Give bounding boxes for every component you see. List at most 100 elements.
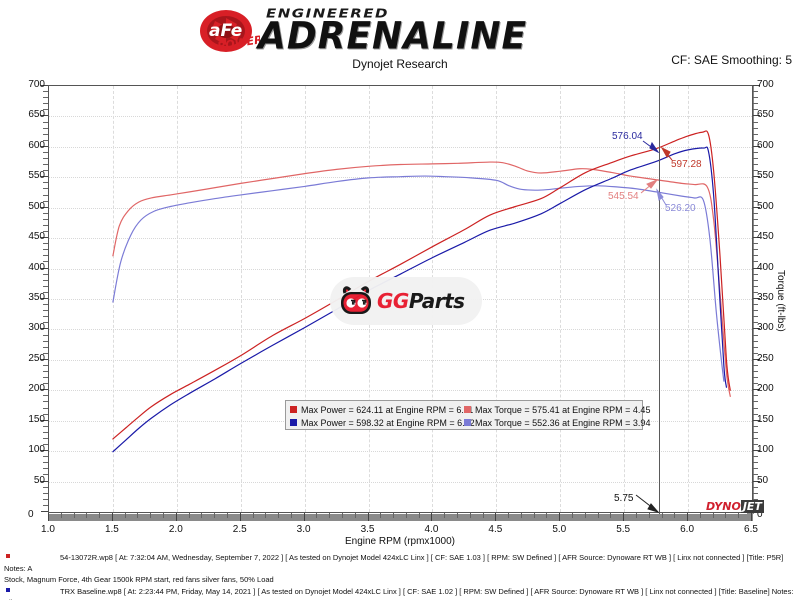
y-tick-right bbox=[753, 298, 760, 299]
cursor-line[interactable] bbox=[659, 86, 660, 514]
y-tick-left bbox=[41, 419, 48, 421]
y-tick-minor-left bbox=[43, 91, 48, 93]
y-tick-minor-right bbox=[753, 109, 758, 111]
y-tick-minor-left bbox=[43, 486, 48, 488]
y-tick-minor-left bbox=[43, 182, 48, 184]
x-tick bbox=[431, 513, 433, 521]
x-tick-minor bbox=[661, 513, 663, 518]
y-tick-minor-left bbox=[43, 468, 48, 470]
x-tick-minor bbox=[393, 513, 395, 518]
y-tick-minor-left bbox=[43, 243, 48, 245]
y-tick-label-right: 200 bbox=[757, 383, 774, 395]
footnote-bullet-blue bbox=[6, 588, 10, 592]
x-tick-minor bbox=[60, 513, 62, 518]
y-tick-minor-left bbox=[43, 200, 48, 202]
y-tick-minor-right bbox=[753, 444, 758, 446]
x-tick-minor bbox=[508, 513, 510, 518]
cf-smoothing-label: CF: SAE Smoothing: 5 bbox=[671, 53, 792, 67]
gridline-horizontal bbox=[49, 390, 752, 392]
y-tick-minor-right bbox=[753, 200, 758, 202]
y-tick-minor-left bbox=[43, 413, 48, 415]
x-tick-minor bbox=[699, 513, 701, 518]
footnote-line: TRX Baseline.wp8 [ At: 2:23:44 PM, Frida… bbox=[4, 586, 800, 600]
legend-item-red-torque[interactable]: Max Torque = 575.41 at Engine RPM = 4.45 bbox=[464, 405, 650, 415]
legend-item-red-power[interactable]: Max Power = 624.11 at Engine RPM = 6.11 bbox=[290, 405, 473, 415]
y-tick-right bbox=[753, 328, 760, 330]
y-tick-right bbox=[753, 267, 760, 269]
y-tick-minor-left bbox=[43, 371, 48, 373]
y-tick-minor-left bbox=[43, 462, 48, 464]
y-tick-minor-right bbox=[753, 383, 758, 385]
y-tick-right bbox=[753, 450, 760, 452]
y-tick-minor-left bbox=[43, 285, 48, 287]
y-tick-minor-right bbox=[753, 316, 758, 318]
y-tick-left bbox=[41, 145, 48, 147]
gridline-horizontal bbox=[49, 177, 752, 179]
y-tick-minor-right bbox=[753, 151, 758, 153]
ggparts-mascot-icon bbox=[341, 286, 371, 314]
y-tick-minor-right bbox=[753, 261, 758, 263]
legend-item-blue-power[interactable]: Max Power = 598.32 at Engine RPM = 6.12 bbox=[290, 418, 475, 428]
y-tick-minor-right bbox=[753, 304, 758, 306]
y-tick-minor-left bbox=[43, 231, 48, 233]
y-tick-minor-left bbox=[43, 431, 48, 433]
y-tick-minor-right bbox=[753, 243, 758, 245]
y-tick-minor-right bbox=[753, 310, 758, 312]
y-tick-label-left: 250 bbox=[28, 352, 45, 364]
y-tick-minor-left bbox=[43, 401, 48, 403]
x-tick-minor bbox=[354, 513, 356, 518]
y-tick-minor-left bbox=[43, 224, 48, 226]
x-tick-minor bbox=[137, 513, 139, 518]
y-tick-right bbox=[753, 115, 760, 117]
y-tick-right bbox=[753, 358, 760, 360]
y-tick-minor-left bbox=[43, 340, 48, 342]
legend-item-blue-torque[interactable]: Max Torque = 552.36 at Engine RPM = 3.94 bbox=[464, 418, 650, 428]
footnote-details: [ At: 2:23:44 PM, Friday, May 14, 2021 ]… bbox=[4, 587, 794, 600]
x-tick-minor bbox=[278, 513, 280, 518]
legend-row: Max Power = 624.11 at Engine RPM = 6.11 … bbox=[290, 403, 650, 416]
x-tick-minor bbox=[546, 513, 548, 518]
x-tick-label: 5.5 bbox=[616, 524, 631, 535]
y-tick-minor-right bbox=[753, 474, 758, 476]
y-tick-minor-right bbox=[753, 133, 758, 135]
x-tick bbox=[48, 513, 49, 521]
y-tick-left bbox=[41, 298, 48, 299]
y-tick-minor-right bbox=[753, 127, 758, 129]
x-tick-minor bbox=[214, 513, 216, 518]
engineered-text: ENGINEERED bbox=[266, 5, 389, 21]
legend-label-red-power: Max Power = 624.11 at Engine RPM = 6.11 bbox=[301, 404, 474, 415]
footnote-entry: 54-13072R.wp8 [ At: 7:32:04 AM, Wednesda… bbox=[0, 552, 800, 585]
x-tick-label: 1.0 bbox=[41, 524, 55, 535]
y-tick-left bbox=[41, 511, 48, 512]
y-tick-minor-right bbox=[753, 468, 758, 470]
callout-red-torque: 545.54 bbox=[608, 191, 639, 202]
x-tick-minor bbox=[648, 513, 650, 518]
gridline-horizontal bbox=[49, 481, 752, 483]
y-tick-right bbox=[753, 389, 760, 391]
y-tick-minor-left bbox=[43, 273, 48, 275]
y-tick-minor-right bbox=[753, 456, 758, 458]
x-tick-minor bbox=[150, 513, 152, 518]
x-tick-label: 6.5 bbox=[744, 524, 758, 535]
y-tick-minor-right bbox=[753, 407, 758, 409]
callout-blue-torque: 526.20 bbox=[665, 203, 696, 214]
x-tick-minor bbox=[316, 513, 318, 518]
x-tick-minor bbox=[188, 513, 190, 518]
dynojet-jet-text: JET bbox=[740, 500, 764, 513]
x-tick bbox=[239, 513, 241, 521]
y-tick-minor-right bbox=[753, 285, 758, 287]
gridline-horizontal bbox=[49, 116, 752, 118]
y-tick-minor-left bbox=[43, 334, 48, 336]
dyno-curves bbox=[112, 130, 731, 453]
y-tick-label-right: 550 bbox=[757, 170, 774, 182]
x-axis-label: Engine RPM (rpmx1000) bbox=[344, 536, 456, 547]
y-tick-left bbox=[41, 267, 48, 269]
y-tick-minor-right bbox=[753, 340, 758, 342]
x-tick-minor bbox=[469, 513, 471, 518]
y-tick-minor-left bbox=[43, 346, 48, 348]
x-tick-minor bbox=[533, 513, 535, 518]
x-tick-label: 6.0 bbox=[680, 524, 695, 535]
y-tick-minor-right bbox=[753, 291, 758, 293]
y-tick-minor-left bbox=[43, 316, 48, 318]
y-tick-left bbox=[41, 237, 48, 239]
